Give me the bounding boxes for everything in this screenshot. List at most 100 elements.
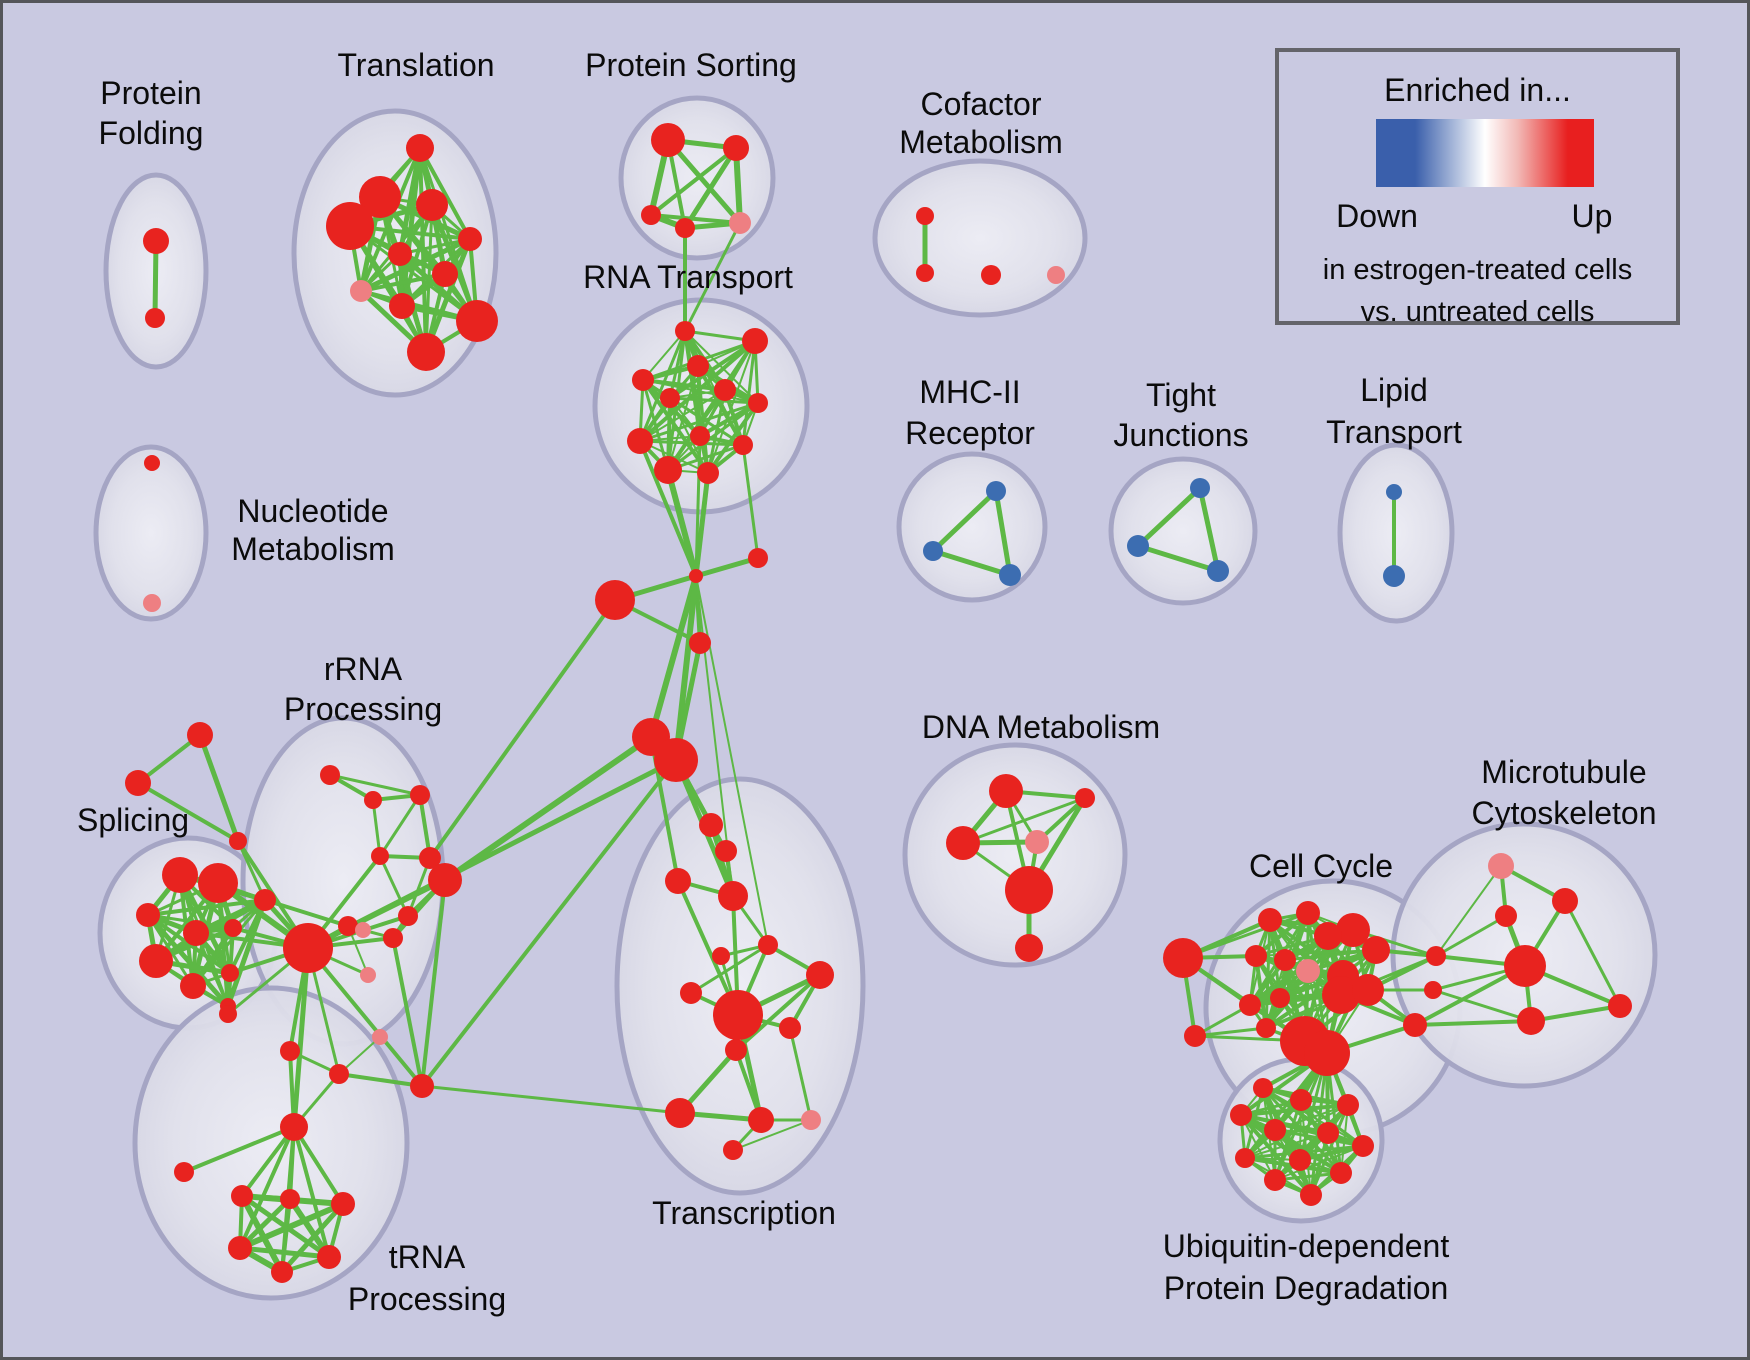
node-u1 [1253, 1078, 1273, 1098]
node-s3 [136, 903, 160, 927]
node-t11 [725, 1039, 747, 1061]
edge [328, 773, 422, 797]
edge [348, 224, 428, 354]
cluster-label-tj: Tight [1146, 377, 1216, 413]
node-u6 [1317, 1122, 1339, 1144]
node-tl1 [406, 134, 434, 162]
edge [240, 1125, 296, 1198]
node-cc15 [1403, 1013, 1427, 1037]
node-t03 [665, 868, 691, 894]
edge [371, 798, 382, 858]
edge [788, 1026, 813, 1122]
node-s7 [139, 944, 173, 978]
node-ps1 [651, 123, 685, 157]
legend-up-label: Up [1571, 198, 1613, 234]
node-d5 [1005, 866, 1053, 914]
node-lp2 [1383, 565, 1405, 587]
node-rr14 [329, 1064, 349, 1084]
node-cf2 [916, 264, 934, 282]
edge [665, 467, 699, 579]
node-tjn3 [1207, 560, 1229, 582]
edge [666, 401, 760, 472]
edge [682, 145, 739, 231]
node-x3 [229, 832, 247, 850]
node-tl9 [389, 293, 415, 319]
node-u11 [1330, 1162, 1352, 1184]
edge [359, 272, 447, 293]
cluster-label-tj: Junctions [1113, 417, 1248, 453]
node-tl3 [416, 189, 448, 221]
edge [741, 339, 757, 447]
edge [378, 854, 410, 918]
node-cc1 [1258, 908, 1282, 932]
edge [391, 936, 424, 1088]
cluster-label-sp: Splicing [77, 802, 189, 838]
node-cco2 [1184, 1025, 1206, 1047]
node-rr17 [360, 967, 376, 983]
node-cch2 [1304, 1030, 1350, 1076]
node-t15 [723, 1140, 743, 1160]
edge [683, 221, 742, 333]
cluster-label-tx: Transcription [652, 1195, 836, 1231]
node-t04 [718, 881, 748, 911]
node-t06 [712, 947, 730, 965]
edge [665, 137, 743, 226]
node-rr2 [364, 791, 382, 809]
cluster-label-ub: Protein Degradation [1164, 1270, 1449, 1306]
edge [1431, 988, 1533, 1023]
edge [648, 573, 699, 740]
node-ps5 [729, 212, 751, 234]
node-r6 [714, 379, 736, 401]
edge [182, 1125, 296, 1174]
edge [263, 898, 350, 928]
node-u12 [1300, 1184, 1322, 1206]
edge [689, 943, 770, 995]
node-r4 [632, 369, 654, 391]
node-t10 [779, 1017, 801, 1039]
edge [136, 733, 202, 785]
node-t07 [680, 982, 702, 1004]
edge [1563, 899, 1622, 1008]
node-cco1 [1163, 938, 1203, 978]
node-u5 [1264, 1119, 1286, 1141]
cluster-ellipse-nm [93, 444, 209, 622]
cluster-label-lp: Transport [1326, 414, 1462, 450]
node-tl5 [458, 227, 482, 251]
node-u9 [1289, 1149, 1311, 1171]
edge [378, 793, 422, 858]
cluster-label-tl: Translation [337, 47, 494, 83]
edge [306, 946, 424, 1088]
node-rr1 [320, 765, 340, 785]
node-r11 [654, 456, 682, 484]
cluster-label-ps: Protein Sorting [585, 47, 797, 83]
node-m5 [1517, 1007, 1545, 1035]
edge [642, 379, 759, 404]
node-d3 [946, 826, 980, 860]
node-m1 [1488, 853, 1514, 879]
node-cc13 [1352, 974, 1384, 1006]
edge [649, 146, 738, 217]
edge [1274, 1145, 1364, 1181]
node-r5 [660, 388, 680, 408]
cluster-ellipse-tj [1108, 456, 1258, 606]
edge [400, 203, 434, 308]
node-u7 [1352, 1135, 1374, 1157]
cluster-label-cf: Cofactor [921, 86, 1042, 122]
edge [930, 548, 1013, 578]
edge [1239, 1103, 1350, 1117]
node-s1 [162, 857, 198, 893]
edge [649, 213, 742, 225]
node-mh3 [999, 564, 1021, 586]
edge [418, 146, 472, 241]
edge [741, 443, 760, 560]
edge [153, 897, 268, 964]
edge [1413, 1019, 1533, 1027]
edge [1434, 914, 1508, 958]
node-m6 [1608, 994, 1632, 1018]
node-tl6 [388, 242, 412, 266]
cluster-label-nm: Metabolism [231, 531, 395, 567]
node-s9 [221, 964, 239, 982]
node-nm1 [144, 455, 160, 471]
cluster-label-pf: Protein [100, 75, 201, 111]
